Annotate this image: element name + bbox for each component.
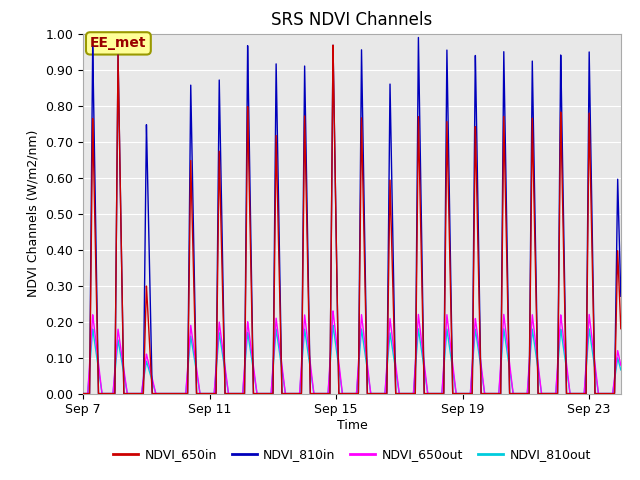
Title: SRS NDVI Channels: SRS NDVI Channels — [271, 11, 433, 29]
Legend: NDVI_650in, NDVI_810in, NDVI_650out, NDVI_810out: NDVI_650in, NDVI_810in, NDVI_650out, NDV… — [108, 443, 596, 466]
Y-axis label: NDVI Channels (W/m2/nm): NDVI Channels (W/m2/nm) — [27, 130, 40, 297]
X-axis label: Time: Time — [337, 419, 367, 432]
Text: EE_met: EE_met — [90, 36, 147, 50]
